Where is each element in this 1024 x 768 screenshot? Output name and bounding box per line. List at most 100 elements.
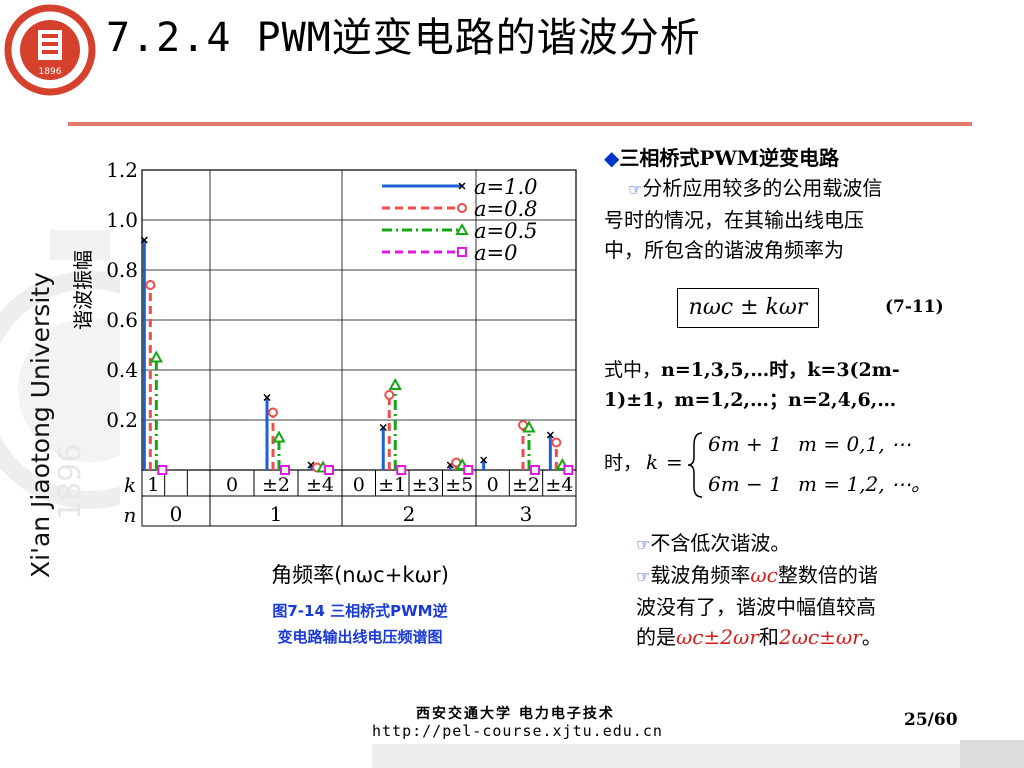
y-tick-label: 0.4 [106, 358, 138, 382]
footer-bar [372, 744, 1022, 768]
page-number: 25/60 [904, 710, 958, 730]
piece-cond2: m = 1,2, ⋯。 [798, 472, 931, 496]
note2-l3-b: ωc±2ωr [676, 625, 759, 649]
n-cell-label: 2 [403, 502, 416, 526]
y-tick-label: 0.6 [106, 308, 138, 332]
para1-line3: 中，所包含的谐波角频率为 [604, 238, 844, 262]
note2-omega-c: ωc [750, 563, 778, 587]
pointing-hand-icon: ☞ [636, 567, 651, 586]
condition-text: 式中，n=1,3,5,…时，k=3(2m- 1)±1，m=1,2,…；n=2,4… [604, 355, 949, 415]
note2-l3-e: 。 [861, 625, 882, 649]
note2-text-a: 载波角频率 [650, 563, 751, 587]
note1: ☞不含低次谐波。 [636, 528, 956, 560]
legend-label: a=0.8 [474, 197, 538, 221]
spectrum-marker [551, 437, 562, 448]
legend-label: a=1.0 [474, 175, 538, 199]
piece-case2: 6m − 1 [708, 472, 782, 496]
k-cell-label: 0 [226, 474, 238, 496]
k-cell-label: ±2 [262, 474, 290, 496]
note2-l3-a: 的是 [636, 625, 676, 649]
spectrum-marker [480, 456, 488, 464]
spectrum-marker [280, 465, 290, 475]
spectrum-marker [272, 430, 286, 443]
note2-line2: 波没有了，谐波中幅值较高 [636, 595, 876, 619]
spectrum-marker [268, 407, 278, 418]
spectrum-marker [384, 390, 395, 400]
k-cell-label: ±1 [378, 474, 406, 496]
footer-url-link[interactable]: http://pel-course.xjtu.edu.cn [372, 722, 663, 740]
n-cell-label: 1 [270, 502, 283, 526]
legend-marker [457, 203, 467, 213]
legend-label: a=0 [474, 241, 517, 265]
spectrum-marker [324, 465, 334, 475]
n-cell-label: 0 [170, 502, 183, 526]
k-cell-label: ±3 [412, 474, 440, 496]
equation-number: (7-11) [885, 297, 944, 317]
kn-table [141, 469, 577, 527]
spectrum-marker [263, 393, 271, 402]
diamond-bullet-icon: ◆ [604, 146, 620, 170]
spectrum-marker [463, 465, 474, 475]
right-panel: ◆三相桥式PWM逆变电路 ☞分析应用较多的公用载波信 号时的情况，在其输出线电压… [604, 143, 954, 265]
piece-case1: 6m + 1 [708, 432, 782, 456]
k-cell-label: ±4 [306, 474, 334, 496]
y-tick-label: 0.2 [106, 408, 138, 432]
slide-title: 7.2.4 PWM逆变电路的谐波分析 [106, 15, 701, 61]
y-tick-label: 1.0 [106, 208, 138, 232]
watermark-emblem: 1896 [0, 230, 120, 520]
footer-decoration [960, 740, 1024, 768]
university-name: Xi'an Jiaotong University [26, 272, 55, 578]
footer-course-name: 西安交通大学 电力电子技术 [416, 706, 615, 722]
para1-line2: 号时的情况，在其输出线电压 [604, 208, 864, 232]
k-cell-label: 0 [487, 474, 499, 496]
note2-l3-d: 2ωc±ωr [778, 625, 862, 649]
k-cell-label: 1 [147, 474, 159, 496]
spectrum-marker [157, 465, 168, 475]
k-cell-label: ±2 [512, 474, 540, 496]
para1-text1: 分析应用较多的公用载波信 [642, 176, 883, 200]
legend-marker [457, 247, 467, 257]
university-logo: 1896 [4, 4, 96, 96]
spectrum-marker [149, 350, 164, 363]
piece-eq: = [666, 450, 683, 474]
note2-l3-c: 和 [758, 625, 779, 649]
para1-line1: ☞分析应用较多的公用载波信 [604, 173, 954, 205]
n-row-label: n [124, 503, 137, 527]
cond-line1: n=1,3,5,…时，k=3(2m- [661, 359, 900, 381]
pointing-hand-icon: ☞ [636, 535, 651, 554]
k-cell-label: 0 [353, 474, 365, 496]
piece-prefix: 时， [604, 452, 642, 474]
bullet-text: 三相桥式PWM逆变电路 [619, 146, 840, 170]
piece-k: k [646, 450, 658, 474]
spectrum-marker [388, 377, 402, 390]
piece-cond1: m = 0,1, ⋯ [798, 432, 911, 456]
spectrum-marker [145, 280, 156, 290]
n-cell-label: 3 [520, 502, 533, 526]
cond-line2: 1)±1，m=1,2,…；n=2,4,6,… [604, 389, 897, 411]
spectrum-marker [563, 465, 574, 475]
y-tick-label: 0.8 [106, 258, 138, 282]
x-axis-label: 角频率(nωc+kωr) [271, 563, 449, 587]
note2-line3: 的是ωc±2ωr和2ωc±ωr。 [636, 622, 956, 652]
y-tick-label: 1.2 [106, 158, 138, 182]
note2-text-c: 整数倍的谐 [777, 563, 878, 587]
notes: ☞不含低次谐波。 ☞载波角频率ωc整数倍的谐 波没有了，谐波中幅值较高 的是ωc… [636, 528, 956, 652]
spectrum-marker [379, 423, 387, 432]
legend-label: a=0.5 [474, 219, 538, 243]
legend-marker [458, 182, 466, 190]
spectrum-marker [530, 465, 540, 475]
brace-icon [687, 432, 703, 498]
spectrum-marker [522, 420, 536, 433]
k-row-label: k [124, 473, 136, 497]
watermark-year: 1896 [53, 444, 88, 520]
spectrum-marker [546, 431, 554, 439]
k-cell-label: ±5 [445, 474, 473, 496]
y-axis-label: 谐波振幅 [71, 250, 95, 330]
note2-line1: ☞载波角频率ωc整数倍的谐 [636, 560, 956, 592]
bullet-line: ◆三相桥式PWM逆变电路 [604, 143, 954, 173]
spectrum-marker [396, 465, 407, 475]
figure-caption-line2: 变电路输出线电压频谱图 [277, 628, 442, 646]
piecewise-k-formula: 时， k = 6m + 1 m = 0,1, ⋯ 6m − 1 m = 1,2,… [604, 432, 931, 498]
spectrum-marker [140, 236, 148, 244]
